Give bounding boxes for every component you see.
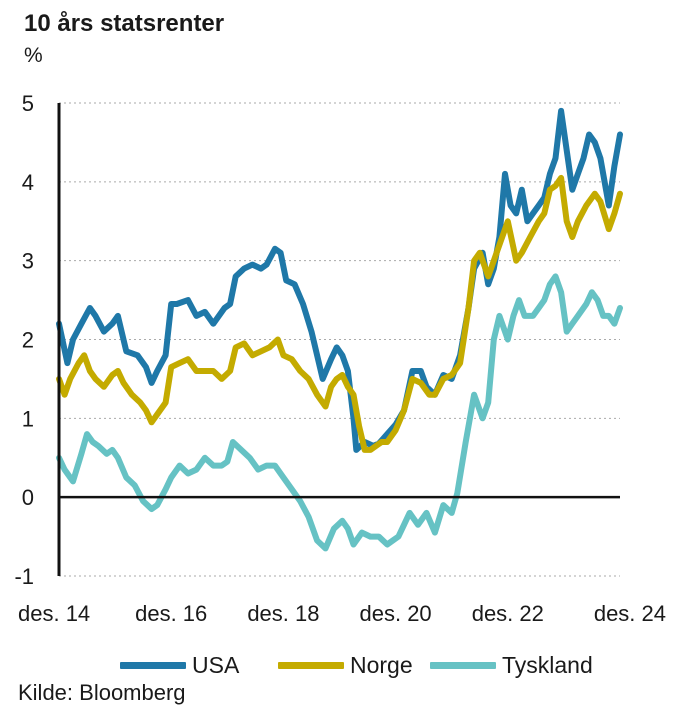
x-tick-label: des. 24 xyxy=(594,601,666,626)
y-tick-label: 0 xyxy=(22,485,34,510)
x-tick-label: des. 20 xyxy=(360,601,432,626)
legend-label: USA xyxy=(192,651,240,678)
legend-item-tyskland: Tyskland xyxy=(430,650,593,680)
series-line-tyskland xyxy=(56,273,623,552)
series-line-usa xyxy=(56,107,623,453)
tick-labels: -1 0 1 2 3 4 5 des. 14 des. 16 des. 18 des. 20 des.… xyxy=(14,91,666,626)
source-note: Kilde: Bloomberg xyxy=(18,680,186,705)
legend-label: Tyskland xyxy=(502,651,593,678)
y-tick-label: 5 xyxy=(22,91,34,116)
legend-item-usa: USA xyxy=(120,650,239,680)
series-lines xyxy=(56,107,623,552)
x-tick-label: des. 14 xyxy=(18,601,90,626)
legend-item-norge: Norge xyxy=(278,650,413,680)
y-axis-unit: % xyxy=(24,44,43,67)
y-tick-label: 3 xyxy=(22,249,34,274)
y-tick-label: 4 xyxy=(22,170,34,195)
legend: USA Norge Tyskland xyxy=(0,650,690,680)
x-tick-label: des. 22 xyxy=(472,601,544,626)
chart-title: 10 års statsrenter xyxy=(24,10,225,37)
legend-swatch xyxy=(430,661,496,669)
line-chart: -1 0 1 2 3 4 5 des. 14 des. 16 des. 18 des. 20 des.… xyxy=(14,91,666,626)
series-line-norge xyxy=(56,174,623,453)
x-tick-label: des. 16 xyxy=(135,601,207,626)
axes xyxy=(57,103,620,576)
y-tick-label: -1 xyxy=(14,564,34,589)
legend-swatch xyxy=(278,661,344,669)
legend-label: Norge xyxy=(350,651,413,678)
y-tick-label: 1 xyxy=(22,406,34,431)
grid-lines xyxy=(59,102,620,577)
y-tick-label: 2 xyxy=(22,328,34,353)
legend-swatch xyxy=(120,661,186,669)
x-tick-label: des. 18 xyxy=(247,601,319,626)
